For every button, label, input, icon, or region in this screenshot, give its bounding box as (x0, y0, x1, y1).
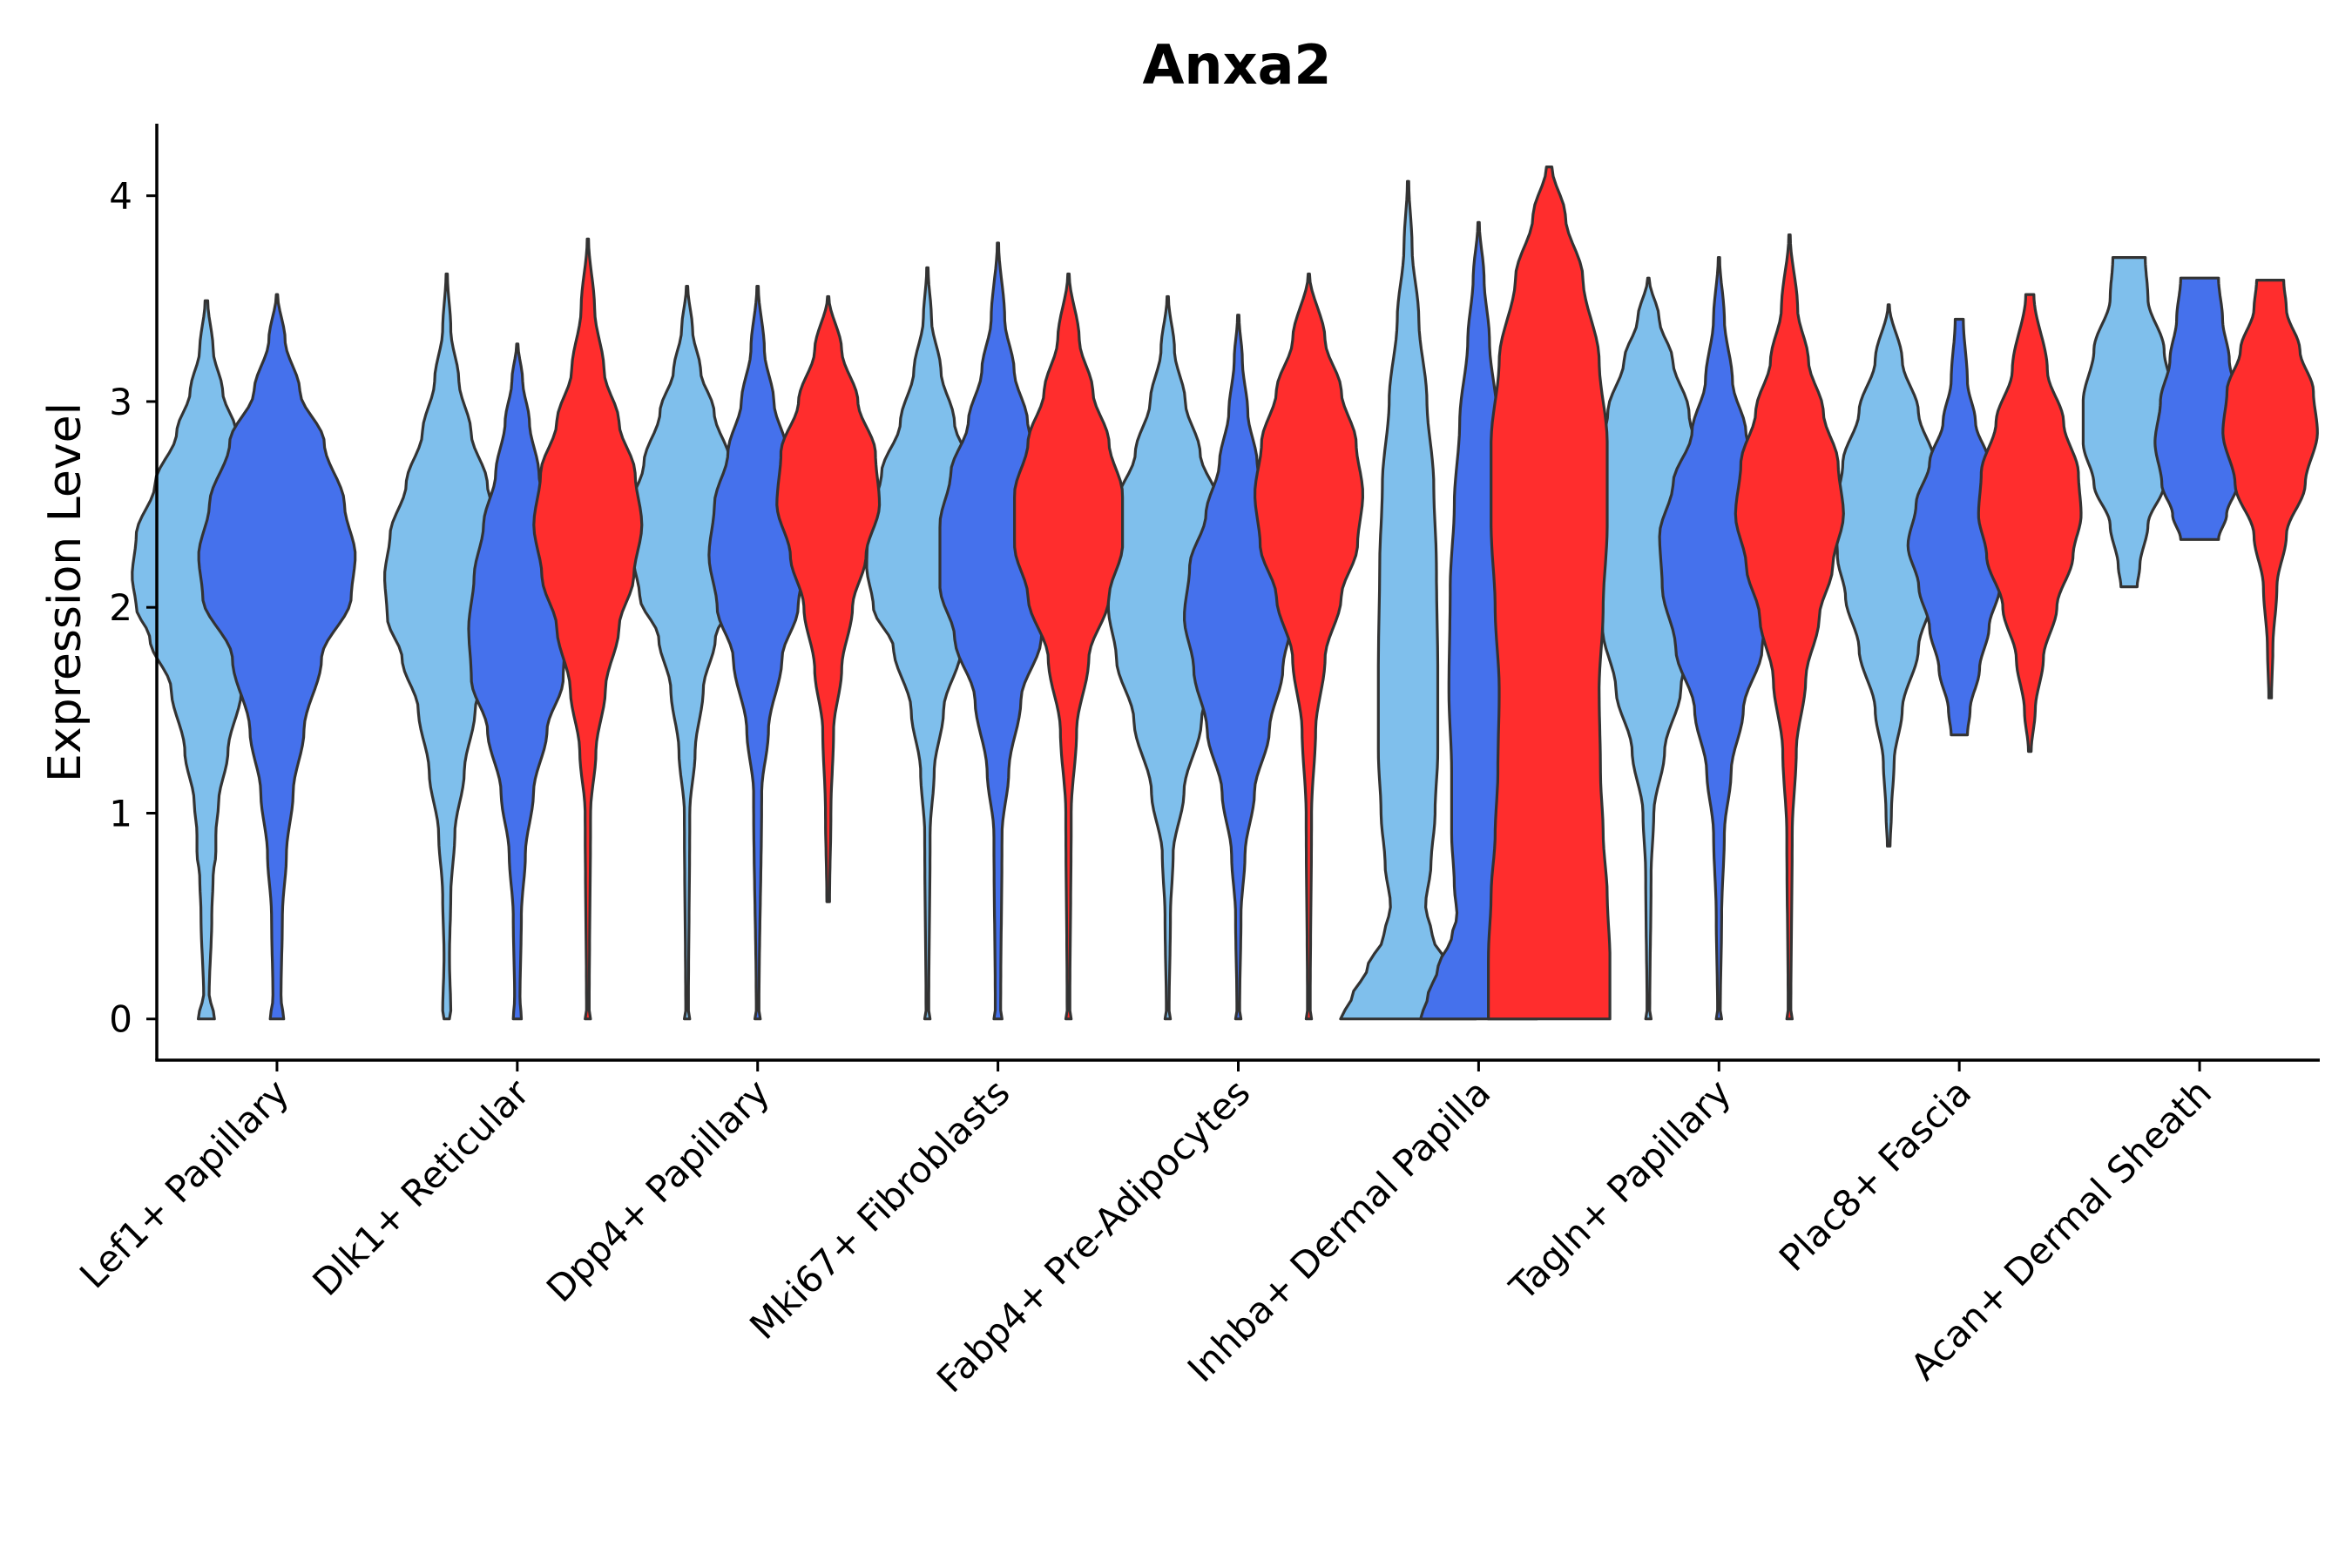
x-tick-label: Tagln+ Papillary (1501, 1071, 1739, 1308)
violin-5-group-3 (1254, 272, 1364, 1021)
violin-9-group-3 (2221, 279, 2319, 700)
x-ticks: Lef1+ Papillary Dlk1+ Reticular Dpp4+ Papi… (71, 1060, 2220, 1401)
x-tick-label: Lef1+ Papillary (71, 1071, 297, 1296)
violin-7-group-2 (1658, 256, 1781, 1021)
x-tick-label: Dpp4+ Papillary (538, 1071, 778, 1310)
x-tick-label: Mki67+ Fibroblasts (741, 1071, 1017, 1347)
violin-8-group-3 (1977, 293, 2083, 754)
violin-8-group-2 (1906, 317, 2012, 737)
violin-7-group-3 (1734, 233, 1845, 1021)
violin-3-group-1 (625, 285, 748, 1021)
violin-5-group-1 (1106, 294, 1229, 1021)
y-tick-label: 0 (109, 998, 132, 1041)
y-tick-label: 4 (109, 175, 132, 218)
y-ticks: 0 1 2 3 4 (109, 175, 157, 1041)
x-tick-label: Plac8+ Fascia (1771, 1071, 1979, 1279)
violin-8-group-1 (1833, 303, 1944, 848)
violin-group (131, 166, 2319, 1021)
y-axis-label: Expression Level (39, 402, 91, 782)
violin-2-group-1 (383, 272, 510, 1021)
y-tick-label: 3 (109, 381, 132, 423)
violin-4-group-2 (938, 241, 1058, 1021)
violin-3-group-3 (775, 294, 882, 903)
y-tick-label: 1 (109, 792, 132, 835)
violin-6-group-1 (1339, 179, 1477, 1021)
violin-4-group-3 (1013, 272, 1125, 1021)
violin-3-group-2 (707, 285, 808, 1021)
x-tick-label: Dlk1+ Reticular (304, 1071, 537, 1304)
violin-7-group-1 (1592, 276, 1706, 1021)
violin-1-group-2 (197, 293, 357, 1021)
violin-5-group-2 (1183, 314, 1294, 1021)
violin-2-group-3 (532, 237, 644, 1021)
chart-title: Anxa2 (1142, 33, 1331, 97)
violin-6-group-3 (1487, 166, 1612, 1021)
y-tick-label: 2 (109, 586, 132, 629)
